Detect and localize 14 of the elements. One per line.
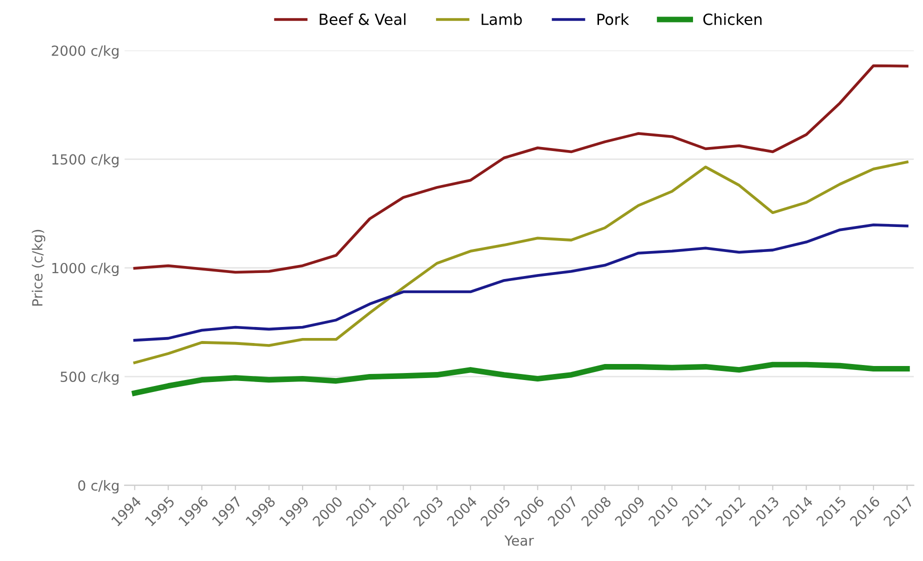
y-axis-title: Price (c/kg) — [32, 230, 46, 306]
legend-label: Chicken — [703, 13, 762, 26]
y-tick-label: 2000 c/kg — [52, 45, 118, 59]
y-tick-label: 500 c/kg — [60, 371, 118, 385]
y-tick-label: 1000 c/kg — [52, 262, 118, 276]
line-series — [133, 64, 908, 274]
x-axis-title: Year — [504, 535, 534, 546]
legend-label: Lamb — [482, 13, 522, 26]
legend-label: Pork — [598, 13, 630, 26]
line-series — [133, 223, 908, 342]
y-tick-label: 0 c/kg — [78, 480, 118, 494]
line-series — [133, 160, 908, 364]
legend-label: Beef & Veal — [320, 13, 406, 26]
y-tick-label: 1500 c/kg — [52, 154, 118, 168]
